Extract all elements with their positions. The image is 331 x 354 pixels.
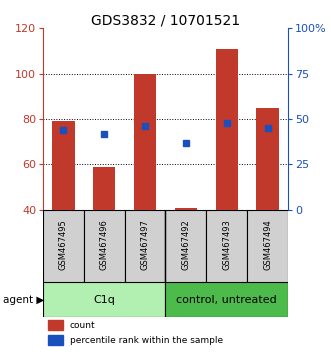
Text: GSM467494: GSM467494	[263, 219, 272, 270]
Text: agent ▶: agent ▶	[3, 295, 45, 304]
Text: GSM467495: GSM467495	[59, 219, 68, 270]
Bar	[52, 121, 75, 210]
Bar	[43, 210, 84, 282]
Bar	[175, 207, 197, 210]
Bar	[166, 282, 288, 317]
Bar	[166, 210, 206, 282]
Bar	[247, 210, 288, 282]
Bar	[43, 282, 166, 317]
Bar	[93, 167, 116, 210]
Text: GSM467497: GSM467497	[141, 219, 150, 270]
Bar	[134, 74, 156, 210]
Bar	[48, 320, 63, 330]
Text: GSM467493: GSM467493	[222, 219, 231, 270]
Bar	[256, 108, 279, 210]
Title: GDS3832 / 10701521: GDS3832 / 10701521	[91, 13, 240, 27]
Text: count: count	[70, 321, 96, 330]
Bar	[215, 49, 238, 210]
Text: GSM467496: GSM467496	[100, 219, 109, 270]
Text: percentile rank within the sample: percentile rank within the sample	[70, 336, 223, 345]
Text: GSM467492: GSM467492	[181, 219, 190, 270]
Bar	[48, 335, 63, 346]
Text: control, untreated: control, untreated	[176, 295, 277, 304]
Bar	[125, 210, 166, 282]
Bar	[84, 210, 125, 282]
Bar	[206, 210, 247, 282]
Text: C1q: C1q	[93, 295, 115, 304]
